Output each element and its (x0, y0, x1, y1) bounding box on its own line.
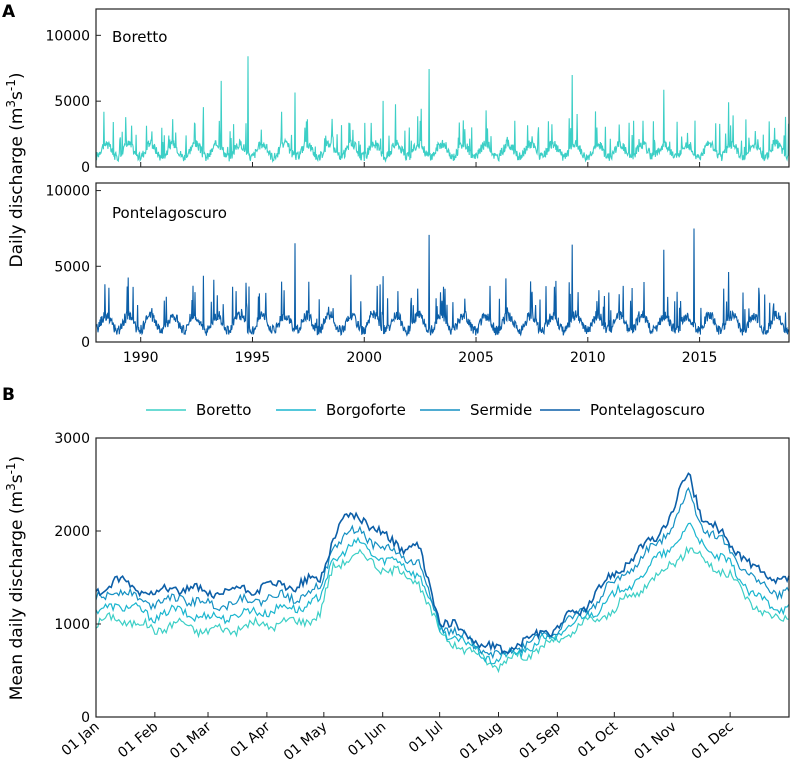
panel-b-xtick-label: 01 Mar (167, 719, 215, 763)
panel-b-ylabel: Mean daily discharge (m3s-1) (4, 456, 27, 700)
boretto-station-label: Boretto (112, 28, 167, 46)
pontelagoscuro-ytick-label: 0 (81, 335, 90, 351)
mean-series-sermide (95, 486, 790, 660)
mean-series-borgoforte (95, 522, 790, 665)
panel-b-ytick-label: 0 (81, 710, 90, 726)
boretto-daily-series (95, 56, 790, 163)
panel-a-xtick-label: 2000 (346, 350, 382, 366)
boretto-ytick-label: 5000 (54, 94, 90, 110)
legend-label-pontelagoscuro: Pontelagoscuro (590, 401, 705, 419)
mean-series-boretto (95, 545, 790, 674)
legend: Boretto Borgoforte Sermide Pontelagoscur… (146, 401, 705, 419)
panel-b-xtick-label: 01 Sep (516, 719, 564, 763)
panel-b-xtick-label: 01 Apr (228, 719, 274, 761)
mean-daily-chart (95, 437, 790, 718)
panel-a-xtick-label: 2015 (682, 350, 718, 366)
boretto-chart-frame (95, 8, 790, 168)
mean-daily-chart-frame (95, 437, 790, 718)
panel-a-xtick-label: 1990 (123, 350, 159, 366)
boretto-ytick-label: 0 (81, 160, 90, 176)
panel-b-xtick-label: 01 Nov (631, 719, 679, 763)
pontelagoscuro-ytick-label: 5000 (54, 259, 90, 275)
legend-label-borgoforte: Borgoforte (326, 401, 406, 419)
panel-b-xtick-label: 01 Jun (345, 719, 389, 760)
panel-b-xtick-label: 01 Feb (115, 719, 161, 762)
panel-a-ylabel: Daily discharge (m3s-1) (4, 73, 27, 268)
pontelagoscuro-ytick-label: 10000 (45, 184, 90, 200)
pontelagoscuro-daily-chart: Pontelagoscuro (95, 182, 790, 343)
panel-b-ytick-label: 3000 (54, 431, 90, 447)
panel-b-xtick-label: 01 Jul (406, 719, 446, 756)
legend-label-boretto: Boretto (196, 401, 251, 419)
panel-a-label: A (2, 2, 16, 22)
boretto-ytick-label: 10000 (45, 28, 90, 44)
panel-b-ytick-label: 2000 (54, 524, 90, 540)
pontelagoscuro-daily-series (95, 228, 790, 337)
panel-b-xtick-label: 01 Aug (457, 719, 505, 763)
boretto-daily-chart: Boretto (95, 8, 790, 168)
legend-label-sermide: Sermide (470, 401, 532, 419)
panel-b-ytick-label: 1000 (54, 617, 90, 633)
panel-b-xtick-label: 01 Dec (689, 719, 737, 763)
panel-b-xtick-label: 01 May (281, 719, 331, 764)
pontelagoscuro-station-label: Pontelagoscuro (112, 204, 227, 222)
panel-b-xtick-label: 01 Oct (575, 718, 621, 760)
panel-a-xtick-label: 1995 (235, 350, 271, 366)
panel-a-xtick-label: 2005 (458, 350, 494, 366)
panel-b-label: B (2, 385, 15, 405)
panel-a-xtick-label: 2010 (570, 350, 606, 366)
mean-series-pontelagoscuro (95, 472, 790, 655)
pontelagoscuro-chart-frame (95, 182, 790, 343)
